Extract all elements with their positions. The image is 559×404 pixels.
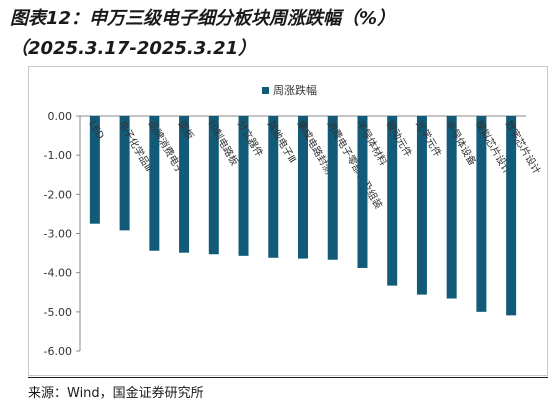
x-category-label: LED bbox=[86, 119, 105, 142]
y-tick-label: -4.00 bbox=[44, 267, 72, 280]
y-tick-label: -3.00 bbox=[44, 228, 72, 241]
legend: 周涨跌幅 bbox=[262, 82, 317, 98]
source-note: 来源：Wind，国金证券研究所 bbox=[28, 386, 204, 401]
bar bbox=[327, 116, 338, 260]
bar bbox=[89, 116, 100, 224]
chart-subtitle: （2025.3.17-2025.3.21） bbox=[10, 38, 257, 59]
y-tick-label: -5.00 bbox=[44, 306, 72, 319]
bar bbox=[446, 116, 457, 299]
y-tick-label: -1.00 bbox=[44, 149, 72, 162]
bar bbox=[476, 116, 487, 312]
chart-title: 图表12：申万三级电子细分板块周涨跌幅（%） bbox=[10, 8, 396, 29]
bar bbox=[119, 116, 130, 231]
footer-divider bbox=[28, 377, 548, 378]
legend-swatch bbox=[262, 86, 269, 94]
bar bbox=[416, 116, 427, 295]
y-tick-label: -2.00 bbox=[44, 188, 72, 201]
bar bbox=[238, 116, 249, 256]
y-tick-label: -6.00 bbox=[44, 345, 72, 358]
bar bbox=[179, 116, 190, 253]
bar bbox=[149, 116, 160, 251]
bar bbox=[208, 116, 219, 255]
bar bbox=[357, 116, 368, 268]
bar bbox=[268, 116, 279, 258]
legend-label: 周涨跌幅 bbox=[273, 84, 317, 97]
y-tick-label: 0.00 bbox=[48, 110, 73, 123]
chart-frame bbox=[28, 66, 548, 376]
x-category-label: 面板 bbox=[175, 118, 196, 142]
bar bbox=[298, 116, 308, 259]
bar bbox=[506, 116, 517, 316]
bar bbox=[387, 116, 398, 286]
